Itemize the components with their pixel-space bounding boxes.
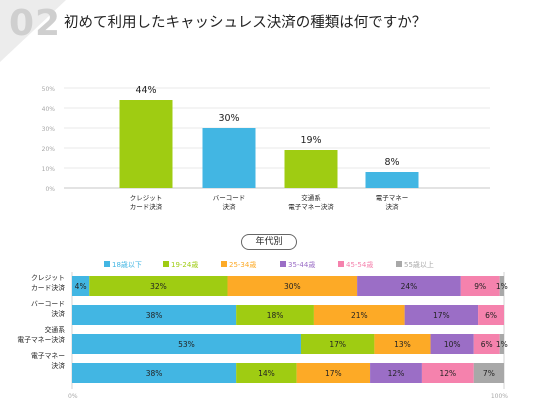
segment-value-label: 9% [474, 282, 486, 291]
stacked-segment [313, 305, 405, 325]
row-category-label: 交通系電子マネー決済 [17, 325, 65, 344]
x-tick-label: 100% [491, 393, 508, 400]
segment-value-label: 17% [433, 311, 450, 320]
stacked-segment [374, 334, 431, 354]
segment-value-label: 38% [146, 369, 163, 378]
legend-label: 45-54歳 [346, 260, 373, 269]
segment-value-label: 13% [394, 340, 411, 349]
segment-value-label: 14% [258, 369, 275, 378]
stacked-bar-chart: 18歳以下 19-24歳 25-34歳 35-44歳 45-54歳 55歳以上 0% 100%… [17, 260, 508, 400]
age-breakdown-label: 年代別 [241, 234, 297, 250]
category-label: バーコード決済 [213, 194, 246, 211]
y-tick-label: 10% [42, 166, 56, 173]
question-number: 02 [9, 3, 62, 44]
category-label: 電子マネー決済 [376, 194, 409, 211]
bar-value-label: 30% [218, 113, 239, 124]
stacked-segment [236, 363, 297, 383]
legend-label: 55歳以上 [404, 260, 434, 269]
stacked-segment [404, 305, 479, 325]
bar-value-label: 19% [300, 135, 321, 146]
x-tick-label: 0% [68, 393, 78, 400]
stacked-segment [421, 363, 474, 383]
stacked-segment [473, 363, 504, 383]
stacked-segment [499, 334, 504, 354]
bar [202, 128, 256, 188]
stacked-segment [72, 363, 237, 383]
y-tick-label: 40% [42, 106, 56, 113]
legend-swatch [280, 261, 286, 267]
legend-swatch [338, 261, 344, 267]
category-label: クレジットカード決済 [130, 194, 163, 211]
y-tick-label: 0% [45, 186, 55, 193]
bar [365, 172, 419, 188]
segment-value-label: 21% [351, 311, 368, 320]
question-title: 初めて利用したキャッシュレス決済の種類は何ですか？ [64, 15, 427, 31]
bar [284, 150, 338, 188]
row-category-label: 電子マネー決済 [31, 352, 65, 370]
stacked-segment [89, 276, 228, 296]
stacked-segment [236, 305, 314, 325]
segment-value-label: 10% [444, 340, 461, 349]
stacked-segment [72, 305, 237, 325]
stacked-segment [473, 334, 500, 354]
y-tick-label: 30% [42, 126, 56, 133]
y-tick-label: 20% [42, 146, 56, 153]
segment-value-label: 6% [481, 340, 493, 349]
corner-decoration [0, 0, 66, 62]
segment-value-label: 12% [388, 369, 405, 378]
segment-value-label: 17% [329, 340, 346, 349]
bar [119, 100, 173, 188]
stacked-segment [357, 276, 461, 296]
segment-value-label: 18% [267, 311, 284, 320]
row-category-label: バーコード決済 [31, 300, 65, 318]
row-category-label: クレジットカード決済 [31, 274, 65, 292]
segment-value-label: 1% [496, 340, 508, 349]
stacked-segment [460, 276, 500, 296]
segment-value-label: 7% [483, 369, 495, 378]
legend-label: 18歳以下 [112, 260, 142, 269]
segment-value-label: 24% [401, 282, 418, 291]
category-label: 交通系電子マネー決済 [288, 193, 334, 211]
legend-swatch [396, 261, 402, 267]
legend-label: 25-34歳 [229, 260, 256, 269]
segment-value-label: 17% [325, 369, 342, 378]
bar-value-label: 44% [135, 85, 156, 96]
legend-label: 19-24歳 [171, 260, 198, 269]
stacked-segment [72, 276, 90, 296]
stacked-segment [430, 334, 474, 354]
segment-value-label: 12% [440, 369, 457, 378]
segment-value-label: 53% [178, 340, 195, 349]
legend-swatch [221, 261, 227, 267]
legend-swatch [104, 261, 110, 267]
stacked-segment [72, 334, 301, 354]
segment-value-label: 4% [75, 282, 87, 291]
segment-value-label: 1% [496, 282, 508, 291]
stacked-segment [296, 363, 371, 383]
bar-value-label: 8% [384, 157, 399, 168]
segment-value-label: 38% [146, 311, 163, 320]
segment-value-label: 6% [485, 311, 497, 320]
segment-value-label: 30% [284, 282, 301, 291]
stacked-segment [499, 276, 504, 296]
y-tick-label: 50% [42, 86, 56, 93]
stacked-segment [478, 305, 504, 325]
stacked-segment [227, 276, 358, 296]
stacked-segment [370, 363, 422, 383]
segment-value-label: 32% [150, 282, 167, 291]
legend-label: 35-44歳 [288, 260, 315, 269]
legend-swatch [163, 261, 169, 267]
stacked-segment [300, 334, 375, 354]
bar-chart: 0% 10% 20% 30% 40% 50% 44% クレジットカード決済 30% バーコード決済… [42, 85, 490, 211]
